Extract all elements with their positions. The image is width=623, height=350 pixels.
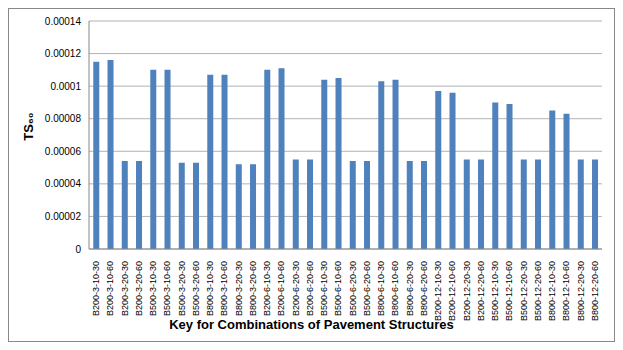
svg-text:B800-6-20-60: B800-6-20-60 — [419, 261, 429, 316]
html-text:Key for Combinations of Paveme: Key for Combinations of Pavement Structu… — [169, 317, 454, 332]
svg-text:B800-6-10-60: B800-6-10-60 — [390, 261, 400, 316]
svg-text:B500-12-20-30: B500-12-20-30 — [519, 261, 529, 321]
svg-text:B500-6-10-60: B500-6-10-60 — [333, 261, 343, 316]
svg-text:B500-3-10-60: B500-3-10-60 — [162, 261, 172, 316]
svg-text:0.00006: 0.00006 — [45, 146, 82, 157]
svg-text:B500-3-20-60: B500-3-20-60 — [191, 261, 201, 316]
svg-text:0.00014: 0.00014 — [45, 16, 82, 27]
svg-text:B500-6-10-30: B500-6-10-30 — [319, 261, 329, 316]
svg-text:B800-12-10-60: B800-12-10-60 — [561, 261, 571, 321]
svg-text:B200-12-20-30: B200-12-20-30 — [462, 261, 472, 321]
svg-text:B800-12-20-60: B800-12-20-60 — [590, 261, 600, 321]
svg-text:B200-3-20-60: B200-3-20-60 — [134, 261, 144, 316]
svg-text:B200-6-10-60: B200-6-10-60 — [276, 261, 286, 316]
svg-text:B200-12-10-60: B200-12-10-60 — [447, 261, 457, 321]
svg-text:B200-12-10-30: B200-12-10-30 — [433, 261, 443, 321]
svg-text:B800-6-10-30: B800-6-10-30 — [376, 261, 386, 316]
svg-text:B200-3-20-30: B200-3-20-30 — [120, 261, 130, 316]
svg-text:B500-6-20-30: B500-6-20-30 — [348, 261, 358, 316]
svg-text:0: 0 — [75, 244, 81, 255]
html-text:TS₆₀: TS₆₀ — [20, 112, 36, 141]
svg-text:B500-12-10-30: B500-12-10-30 — [490, 261, 500, 321]
svg-text:B800-3-10-30: B800-3-10-30 — [205, 261, 215, 316]
svg-text:0.0001: 0.0001 — [50, 81, 81, 92]
svg-text:B800-3-20-30: B800-3-20-30 — [234, 261, 244, 316]
svg-text:B500-12-10-60: B500-12-10-60 — [504, 261, 514, 321]
svg-text:B500-3-10-30: B500-3-10-30 — [148, 261, 158, 316]
svg-text:B200-6-10-30: B200-6-10-30 — [262, 261, 272, 316]
svg-text:B200-12-20-60: B200-12-20-60 — [476, 261, 486, 321]
svg-text:B800-6-20-30: B800-6-20-30 — [405, 261, 415, 316]
svg-text:B800-3-20-60: B800-3-20-60 — [248, 261, 258, 316]
svg-text:B500-3-20-30: B500-3-20-30 — [177, 261, 187, 316]
svg-text:B500-12-20-60: B500-12-20-60 — [533, 261, 543, 321]
svg-text:B500-6-20-60: B500-6-20-60 — [362, 261, 372, 316]
svg-text:B800-12-20-30: B800-12-20-30 — [576, 261, 586, 321]
svg-text:B800-12-10-30: B800-12-10-30 — [547, 261, 557, 321]
svg-text:B200-3-10-30: B200-3-10-30 — [91, 261, 101, 316]
svg-text:B200-6-20-60: B200-6-20-60 — [305, 261, 315, 316]
svg-text:B200-3-10-60: B200-3-10-60 — [105, 261, 115, 316]
svg-text:0.00002: 0.00002 — [45, 211, 82, 222]
svg-text:B200-6-20-30: B200-6-20-30 — [291, 261, 301, 316]
svg-text:B800-3-10-60: B800-3-10-60 — [219, 261, 229, 316]
svg-text:0.00012: 0.00012 — [45, 48, 82, 59]
svg-text:0.00004: 0.00004 — [45, 178, 82, 189]
svg-text:0.00008: 0.00008 — [45, 113, 82, 124]
